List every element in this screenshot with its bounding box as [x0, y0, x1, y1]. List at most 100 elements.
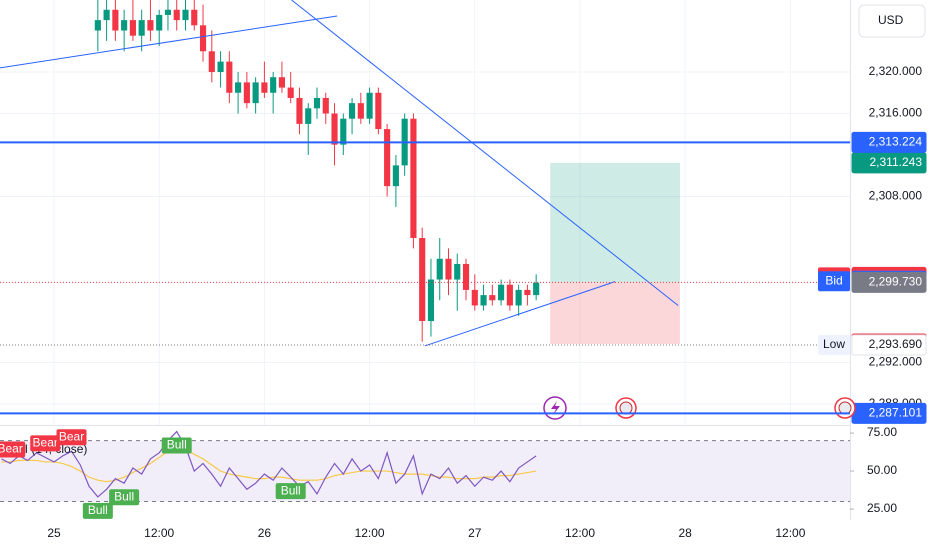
x-tick-label: 12:00 — [775, 526, 805, 540]
signal-label: Bull — [114, 489, 134, 503]
signal-box — [56, 429, 87, 446]
candle-body — [261, 82, 268, 93]
candle-body — [480, 295, 487, 306]
candle-body — [331, 113, 338, 145]
candle-body — [471, 289, 478, 306]
price-tag: Low — [823, 337, 845, 351]
candle-body — [191, 9, 198, 26]
event-icon — [619, 401, 633, 415]
line-price-label: 2,287.101 — [869, 406, 923, 420]
price-tag-box — [818, 335, 850, 356]
currency-button[interactable] — [858, 4, 926, 38]
candle-body — [357, 103, 364, 119]
x-tick-label: 12:00 — [355, 526, 385, 540]
candle-body — [243, 82, 250, 104]
currency: USD — [878, 13, 904, 27]
candle-body — [384, 129, 391, 187]
price-label: 2,293.690 — [869, 337, 923, 351]
candle-body — [173, 9, 180, 21]
y-tick-label: 2,320.000 — [869, 64, 923, 78]
candle-body — [524, 289, 531, 296]
candle-body — [427, 279, 435, 322]
candle-body — [235, 82, 242, 93]
candle-body — [112, 9, 119, 31]
price-label-box — [851, 334, 927, 356]
candle-body — [252, 82, 259, 104]
main-pane — [0, 0, 850, 425]
x-tick-label: 12:00 — [565, 526, 595, 540]
y-tick-label: 2,308.000 — [869, 189, 923, 203]
y-tick-label: 75.00 — [867, 425, 897, 439]
signal-box — [82, 502, 113, 519]
price-tag-box — [818, 271, 850, 292]
signal-label: Bear — [0, 442, 23, 456]
signal-label: Bull — [88, 503, 108, 517]
y-tick-label: 2,292.000 — [869, 355, 923, 369]
axes: 25 12:00 26 12:00 27 12:00 28 12:00 2,320.000 2,3… — [47, 64, 927, 540]
candle-body — [533, 282, 540, 296]
signal-label: Bull — [281, 483, 301, 497]
x-tick-label: 27 — [468, 526, 482, 540]
candle-body — [454, 263, 461, 280]
candle-body — [208, 51, 215, 73]
target-zone — [550, 162, 680, 283]
price-label-box — [851, 271, 927, 293]
candle-body — [313, 97, 321, 109]
stop-zone — [550, 282, 680, 344]
signal-label: Bull — [167, 438, 187, 452]
candle-body — [410, 118, 417, 239]
candle-body — [436, 258, 443, 280]
trendline — [424, 281, 616, 347]
candle-body — [164, 9, 172, 15]
candle-body — [305, 108, 312, 124]
trendline — [0, 15, 338, 69]
x-tick-label: 12:00 — [144, 526, 174, 540]
rsi-line — [1, 430, 537, 498]
candle-body — [462, 263, 470, 290]
candle-body — [138, 20, 145, 36]
signal-label: Bear — [59, 429, 84, 443]
candle-body — [287, 87, 294, 98]
candle-body — [199, 25, 207, 52]
candle-body — [226, 61, 233, 93]
candle-body — [340, 118, 347, 145]
candle-body — [498, 284, 505, 301]
signal-box — [275, 483, 306, 500]
candle-body — [375, 92, 382, 130]
candle-body — [121, 20, 128, 31]
candle-body — [270, 77, 277, 93]
candle-body — [392, 165, 399, 187]
signal-box — [30, 435, 61, 452]
candle-body — [515, 289, 522, 306]
candle-body — [156, 14, 163, 31]
candle-body — [322, 97, 329, 114]
signal-box — [0, 441, 26, 458]
candle-body — [419, 238, 426, 322]
trendline — [291, 0, 679, 306]
candle-body — [366, 92, 373, 119]
line-price-label: 2,313.224 — [869, 134, 923, 148]
candle-body — [217, 61, 224, 73]
candle-body — [147, 20, 154, 31]
line-price-label-box — [851, 131, 927, 153]
event-icon — [551, 401, 560, 415]
rsi-pane: RSI (14, close)BearBearBearBullBullBullB… — [0, 429, 850, 519]
candle-body — [445, 258, 452, 280]
y-tick-label: 2,316.000 — [869, 106, 923, 120]
price-label: 2,311.243 — [870, 155, 923, 169]
candle-body — [296, 97, 303, 124]
price-label: 2,299.730 — [869, 275, 923, 289]
y-tick-label: 25.00 — [867, 501, 897, 515]
candle-body — [506, 284, 513, 306]
x-tick-label: 28 — [679, 526, 693, 540]
candle-body — [94, 20, 101, 31]
price-tag: Bid — [825, 273, 842, 287]
rsi-band — [0, 440, 850, 502]
y-tick-label: 50.00 — [867, 463, 897, 477]
event-icon — [838, 401, 852, 415]
candle-body — [348, 103, 356, 119]
candle-body — [182, 9, 189, 21]
signal-label: Bear — [33, 436, 58, 450]
signal-box — [161, 437, 192, 454]
candle-body — [129, 20, 136, 36]
